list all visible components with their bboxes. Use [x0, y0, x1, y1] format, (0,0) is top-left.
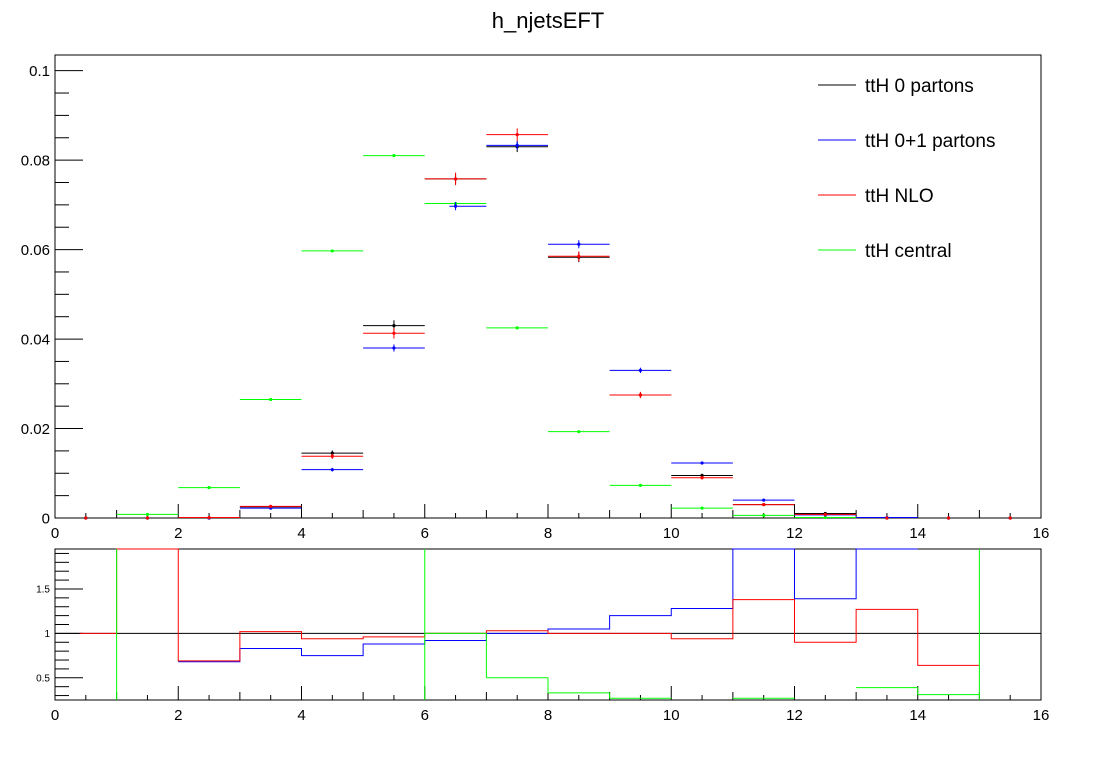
data-point: [453, 177, 458, 181]
ratio-series: [178, 548, 918, 663]
x-tick-label: 6: [421, 707, 429, 724]
data-point: [392, 324, 396, 328]
legend-entry: ttH 0 partons: [865, 76, 974, 97]
data-point: [392, 154, 396, 158]
x-tick-label: 12: [786, 707, 803, 724]
data-point: [515, 326, 519, 330]
data-point: [577, 254, 581, 258]
data-point: [700, 461, 704, 465]
legend-entry: ttH 0+1 partons: [865, 131, 995, 152]
data-point: [269, 397, 273, 402]
chart-title: h_njetsEFT: [492, 8, 605, 33]
data-point: [207, 515, 211, 520]
plot-frame: [54, 54, 1042, 519]
data-point: [330, 249, 334, 253]
series-tth-nlo: [84, 128, 1012, 520]
data-point: [762, 513, 766, 517]
y-tick-label: 0.08: [21, 152, 50, 169]
y-tick-label: 0.5: [36, 673, 50, 684]
x-tick-label: 0: [51, 525, 59, 542]
x-tick-label: 2: [174, 707, 182, 724]
legend-entry: ttH NLO: [865, 186, 934, 207]
data-point: [700, 476, 704, 480]
series-tth-central: [84, 154, 1012, 520]
data-point: [700, 473, 704, 478]
data-point: [577, 242, 581, 246]
y-tick-label: 0.06: [21, 242, 50, 259]
data-point: [638, 483, 643, 487]
x-tick-label: 0: [51, 707, 59, 724]
data-point: [823, 515, 827, 520]
legend: ttH 0 partons ttH 0+1 partons ttH NLO ttH c…: [818, 76, 995, 262]
y-tick-label: 0.02: [21, 421, 50, 438]
y-tick-label: 0: [42, 510, 50, 527]
data-point: [762, 502, 766, 507]
data-point: [823, 512, 827, 517]
y-tick-label: 0.04: [21, 331, 50, 348]
legend-entry: ttH central: [865, 241, 952, 262]
x-tick-label: 14: [909, 525, 926, 542]
data-point: [330, 468, 334, 472]
x-tick-label: 10: [663, 525, 680, 542]
main-plot-frame: [54, 54, 1042, 519]
data-point: [638, 368, 643, 372]
x-tick-label: 4: [297, 707, 305, 724]
x-tick-label: 16: [1033, 525, 1050, 542]
data-point: [885, 516, 889, 520]
data-point: [145, 516, 150, 520]
data-point: [207, 485, 211, 490]
x-tick-label: 4: [297, 525, 305, 542]
data-point: [1008, 516, 1012, 520]
ratio-step-line: [178, 548, 918, 663]
x-tick-label: 16: [1033, 707, 1050, 724]
x-tick-label: 10: [663, 707, 680, 724]
data-point: [515, 133, 519, 137]
data-point: [700, 506, 704, 510]
main-plot-axes: 0 2 4 6 8 10 12 14 16 0 0.02 0.04 0.06 0.08 0.1: [21, 63, 1050, 542]
data-point: [515, 143, 519, 147]
ratio-step-line: [79, 548, 980, 666]
ratio-plot-axes: 0 2 4 6 8 10 12 14 16 0.5 1 1.5: [36, 552, 1050, 724]
data-point: [145, 512, 150, 517]
data-point: [84, 516, 88, 520]
data-point: [392, 346, 396, 350]
data-point: [330, 454, 334, 458]
data-point: [453, 204, 458, 208]
x-tick-label: 8: [544, 525, 552, 542]
data-point: [269, 504, 273, 508]
data-point: [946, 516, 951, 520]
data-point: [638, 393, 643, 397]
data-point: [577, 430, 581, 434]
y-tick-label: 0.1: [29, 63, 50, 80]
main-plot-marks: [84, 128, 1012, 520]
x-tick-label: 14: [909, 707, 926, 724]
ratio-series: [79, 548, 980, 666]
x-tick-label: 2: [174, 525, 182, 542]
x-tick-label: 12: [786, 525, 803, 542]
x-tick-label: 6: [421, 525, 429, 542]
x-tick-label: 8: [544, 707, 552, 724]
data-point: [392, 331, 396, 335]
data-point: [762, 498, 766, 502]
y-tick-label: 1: [44, 629, 50, 640]
ratio-series: [116, 549, 980, 700]
data-point: [330, 451, 334, 455]
ratio-plot-marks: [55, 548, 1041, 700]
y-tick-label: 1.5: [36, 584, 50, 595]
